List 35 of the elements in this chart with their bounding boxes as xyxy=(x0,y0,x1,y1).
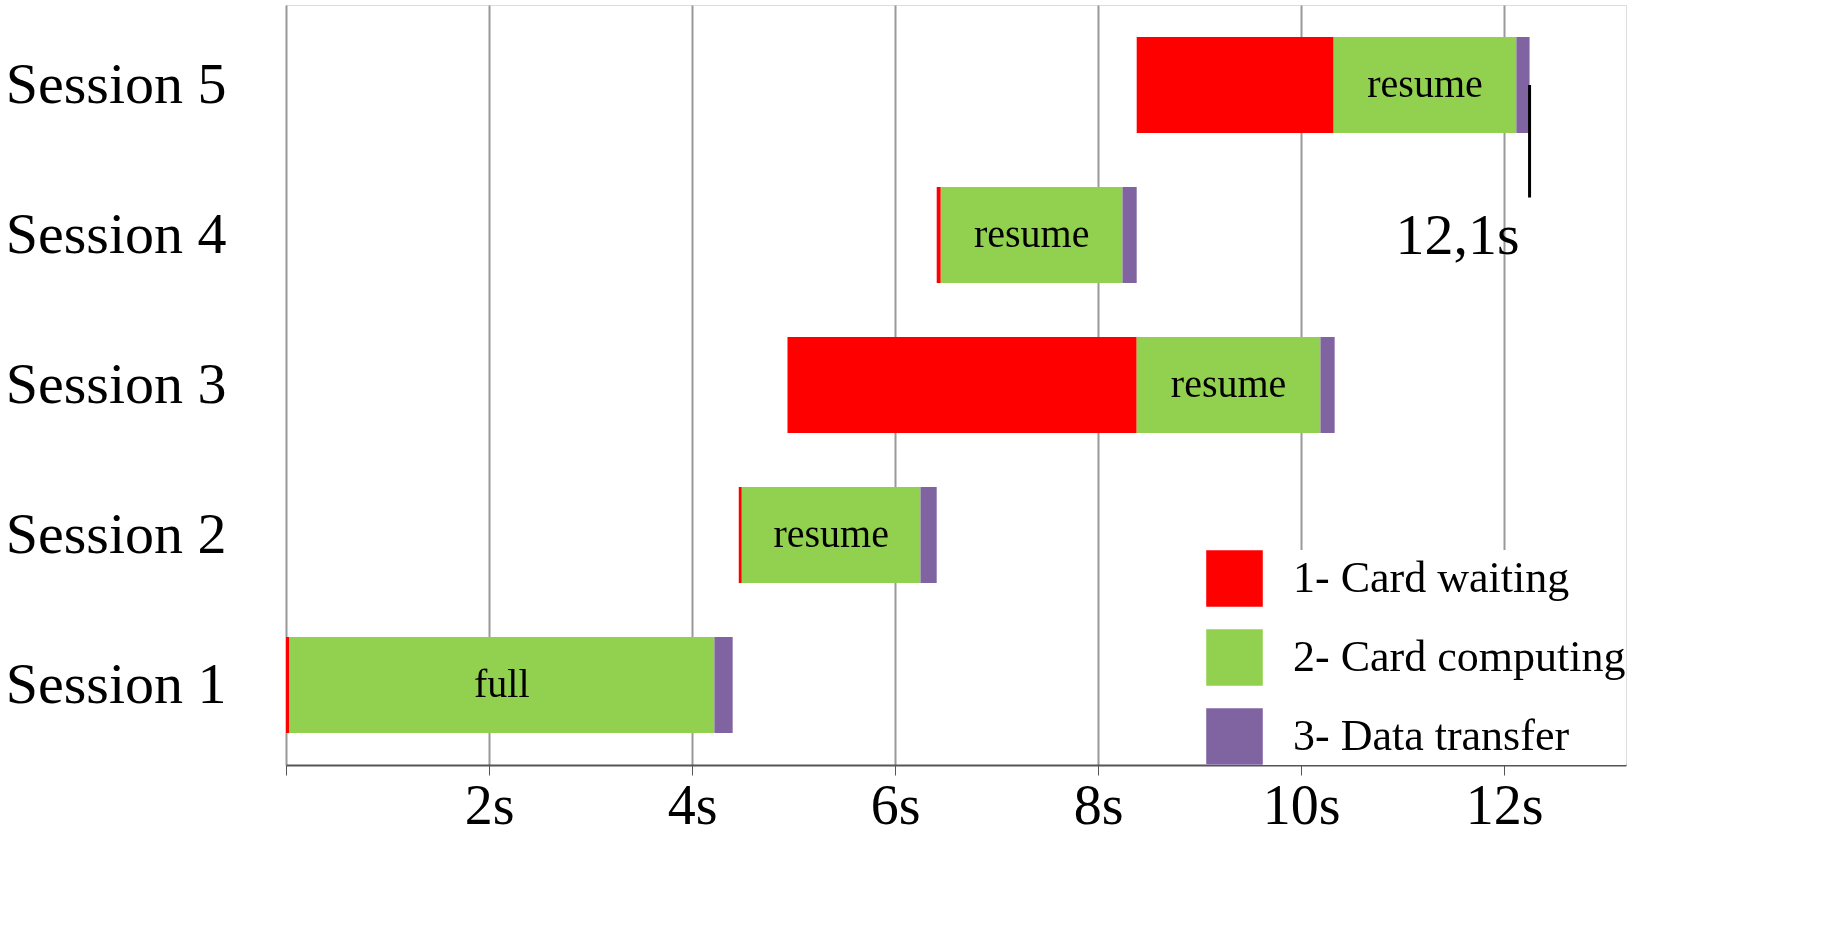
bar xyxy=(289,637,715,733)
annotation: 12,1s xyxy=(1395,201,1520,267)
x-tick-label: 4s xyxy=(667,773,718,836)
y-tick-label: Session 1 xyxy=(5,650,227,716)
bar xyxy=(1122,187,1137,283)
legend-label: 1- Card waiting xyxy=(1293,552,1570,602)
bar xyxy=(741,487,921,583)
annotation: full xyxy=(473,661,530,706)
annotation: resume xyxy=(1170,361,1287,406)
x-tick-label: 6s xyxy=(870,773,921,836)
legend-label: 3- Data transfer xyxy=(1293,710,1570,760)
bar xyxy=(714,637,733,733)
y-tick-label: Session 3 xyxy=(5,350,227,416)
bar xyxy=(1136,337,1321,433)
y-tick-label: Session 5 xyxy=(5,50,227,116)
x-tick-label: 12s xyxy=(1465,773,1544,836)
legend-label: 2- Card computing xyxy=(1293,631,1626,681)
bar xyxy=(940,187,1123,283)
bar xyxy=(1333,37,1517,133)
x-tick-label: 8s xyxy=(1073,773,1124,836)
x-tick-label: 10s xyxy=(1262,773,1341,836)
bar xyxy=(787,337,1137,433)
bar xyxy=(1516,37,1530,133)
y-tick-label: Session 4 xyxy=(5,200,227,266)
bar xyxy=(936,187,941,283)
annotation: resume xyxy=(973,211,1090,256)
bar xyxy=(738,487,742,583)
bar xyxy=(1320,337,1335,433)
x-tick-label: 2s xyxy=(464,773,515,836)
bar xyxy=(1136,37,1334,133)
bar xyxy=(286,637,290,733)
y-tick-label: Session 2 xyxy=(5,500,227,566)
annotation: resume xyxy=(773,511,889,556)
bar xyxy=(920,487,937,583)
annotation: resume xyxy=(1367,61,1483,106)
